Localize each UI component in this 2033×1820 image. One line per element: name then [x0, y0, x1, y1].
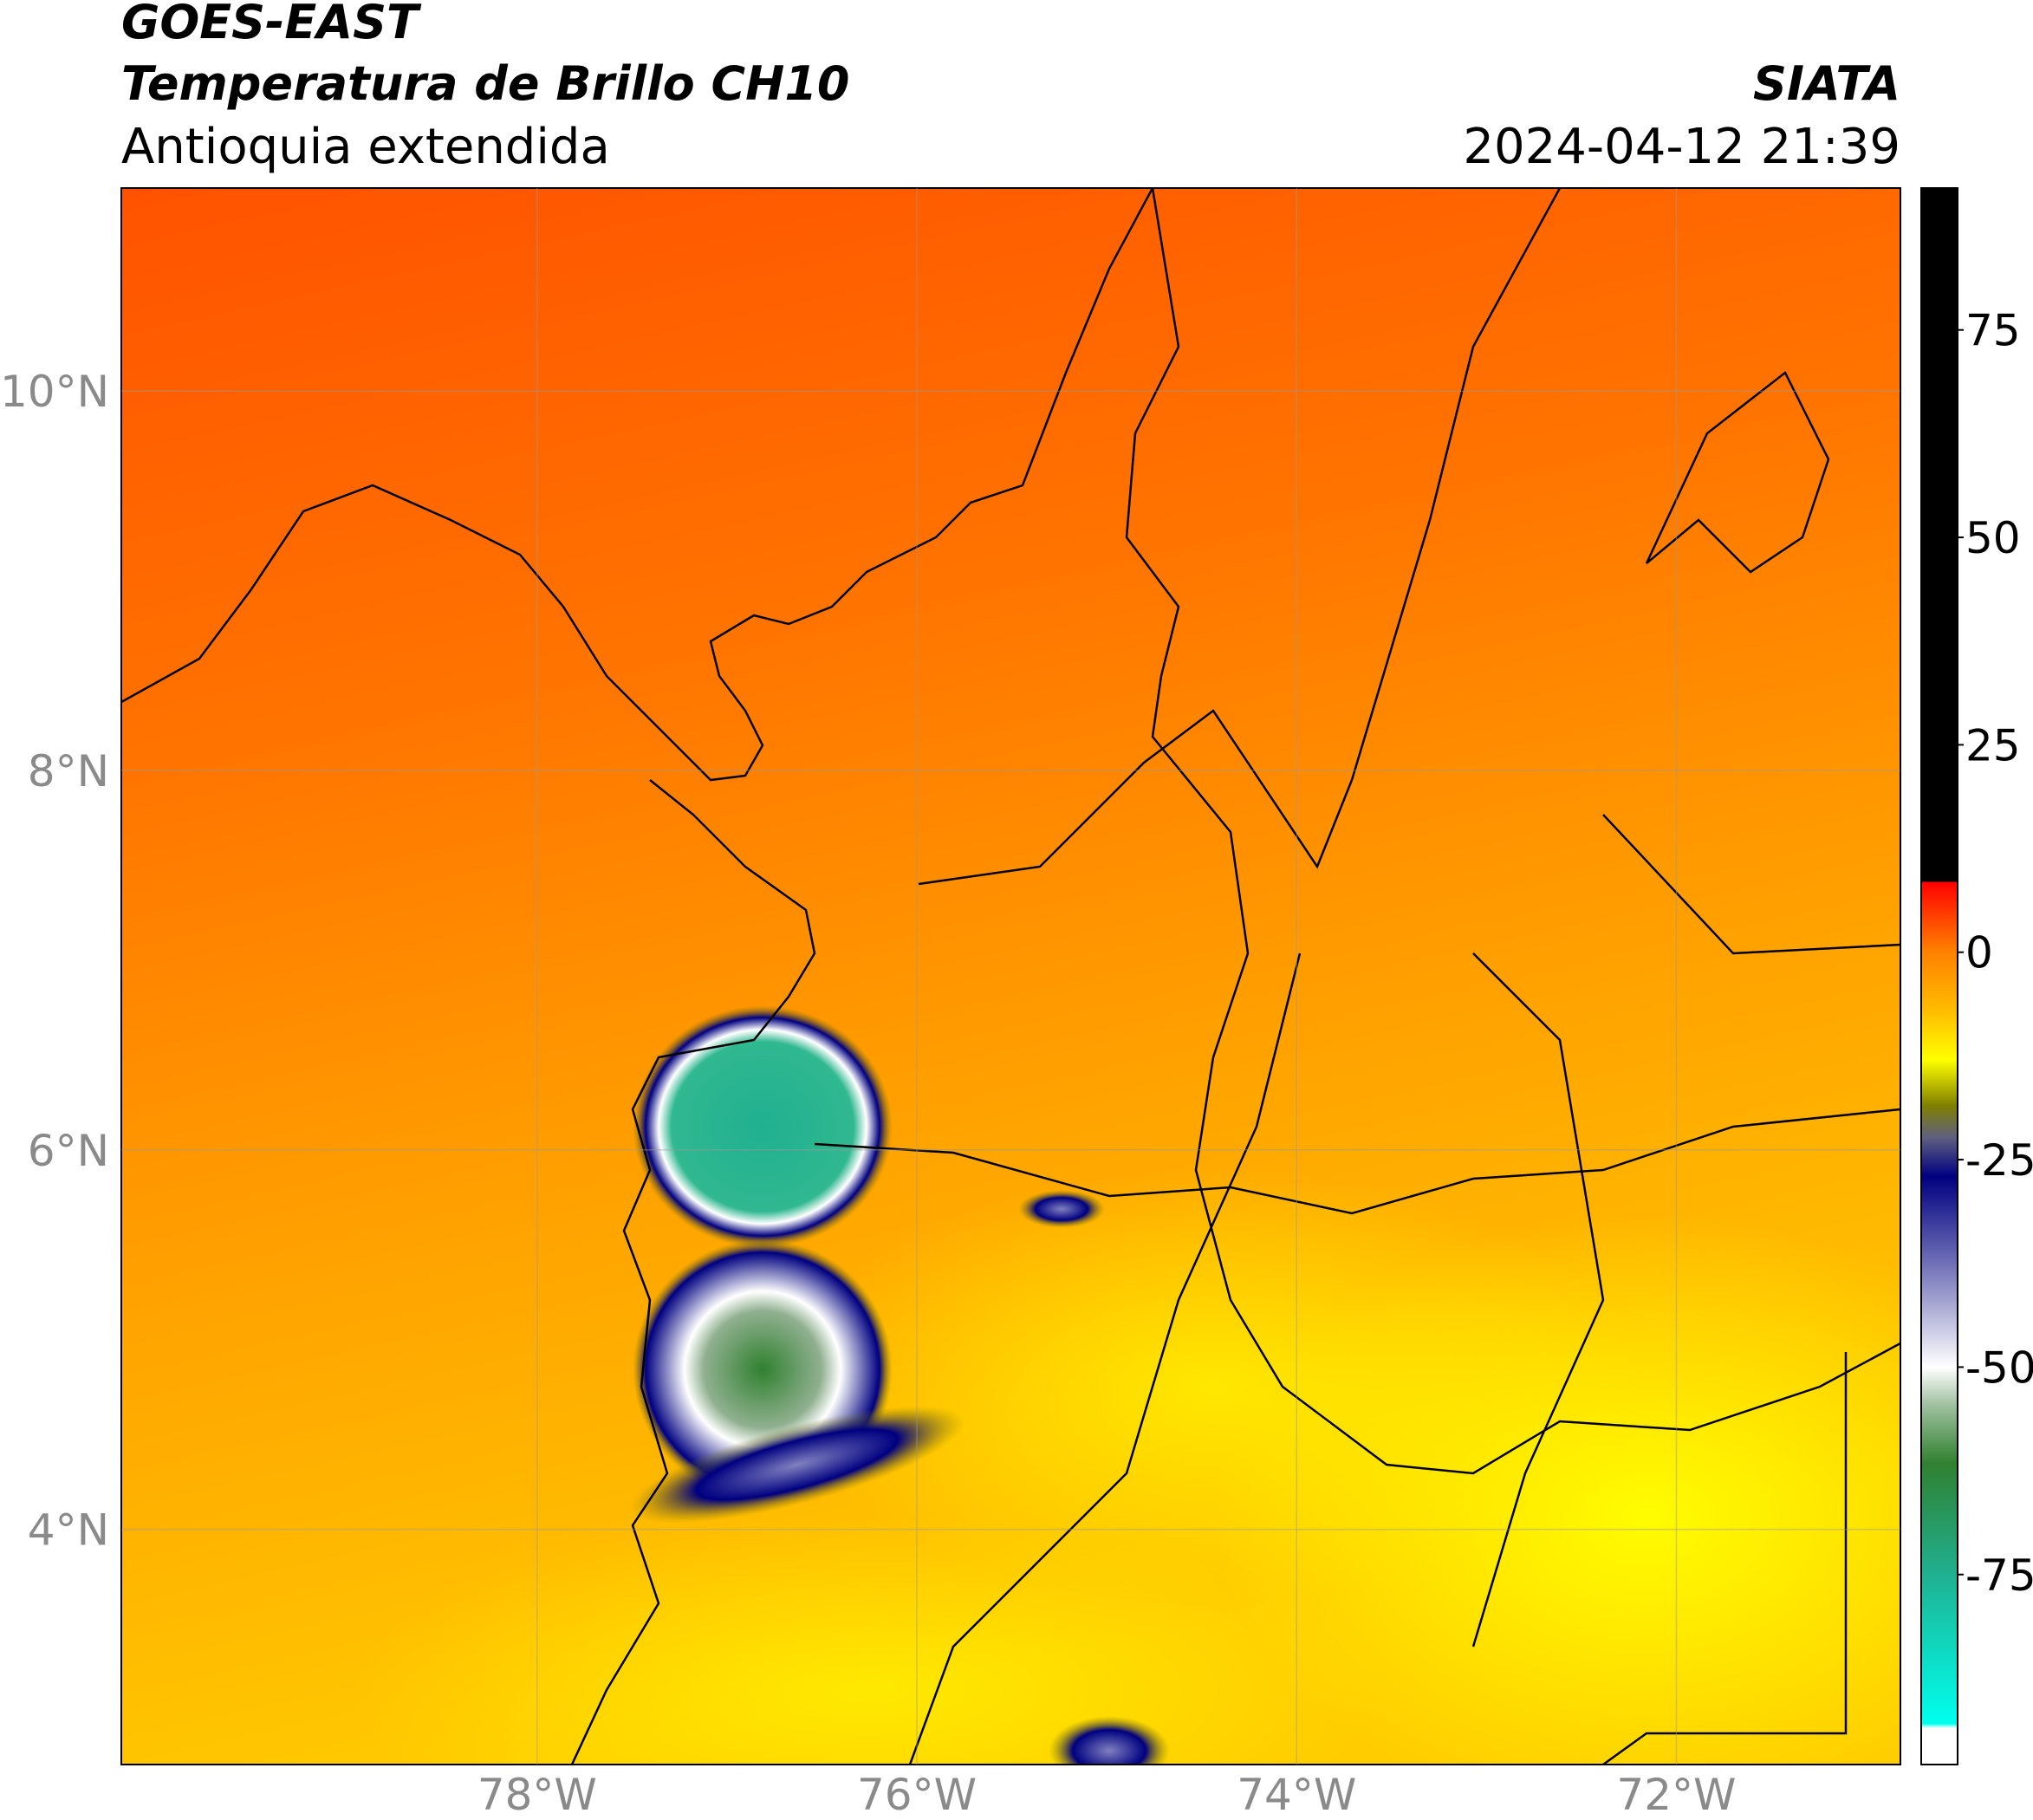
cloud-top — [1049, 1716, 1170, 1765]
cloud-top — [629, 1406, 965, 1524]
lon-tick-label: 72°W — [1616, 1770, 1736, 1820]
warm-area — [347, 1517, 1387, 1765]
borders — [121, 188, 1900, 1765]
source: SIATA — [1753, 56, 1900, 111]
colorbar-tick-label: 0 — [1965, 928, 1993, 978]
map-frame — [120, 187, 1901, 1765]
map-image — [121, 188, 1900, 1765]
lat-tick-label: 6°N — [28, 1126, 109, 1176]
colorbar-tick-label: -25 — [1965, 1135, 2033, 1186]
lon-tick-label: 78°W — [477, 1770, 597, 1820]
colorbar-tick-label: -75 — [1965, 1550, 2033, 1601]
lon-tick-label: 76°W — [857, 1770, 977, 1820]
cloud-top — [633, 1005, 893, 1248]
cloud-top — [1018, 1190, 1105, 1228]
subtitle: Temperatura de Brillo CH10 — [121, 56, 850, 111]
colorbar-tick-label: 75 — [1965, 306, 2021, 356]
lat-tick-label: 4°N — [28, 1505, 109, 1556]
colorbar-tick-label: 25 — [1965, 720, 2021, 770]
region: Antioquia extendida — [121, 119, 610, 175]
colorbar-tick-label: -50 — [1965, 1342, 2033, 1393]
warm-area — [780, 1170, 1647, 1603]
colorbar-tick-label: 50 — [1965, 513, 2021, 563]
title: GOES-EAST — [121, 0, 422, 49]
lon-tick-label: 74°W — [1237, 1770, 1356, 1820]
colorbar — [1920, 187, 1958, 1765]
datetime: 2024-04-12 21:39 — [1463, 119, 1900, 175]
lat-tick-label: 10°N — [0, 367, 109, 417]
lat-tick-label: 8°N — [28, 746, 109, 796]
